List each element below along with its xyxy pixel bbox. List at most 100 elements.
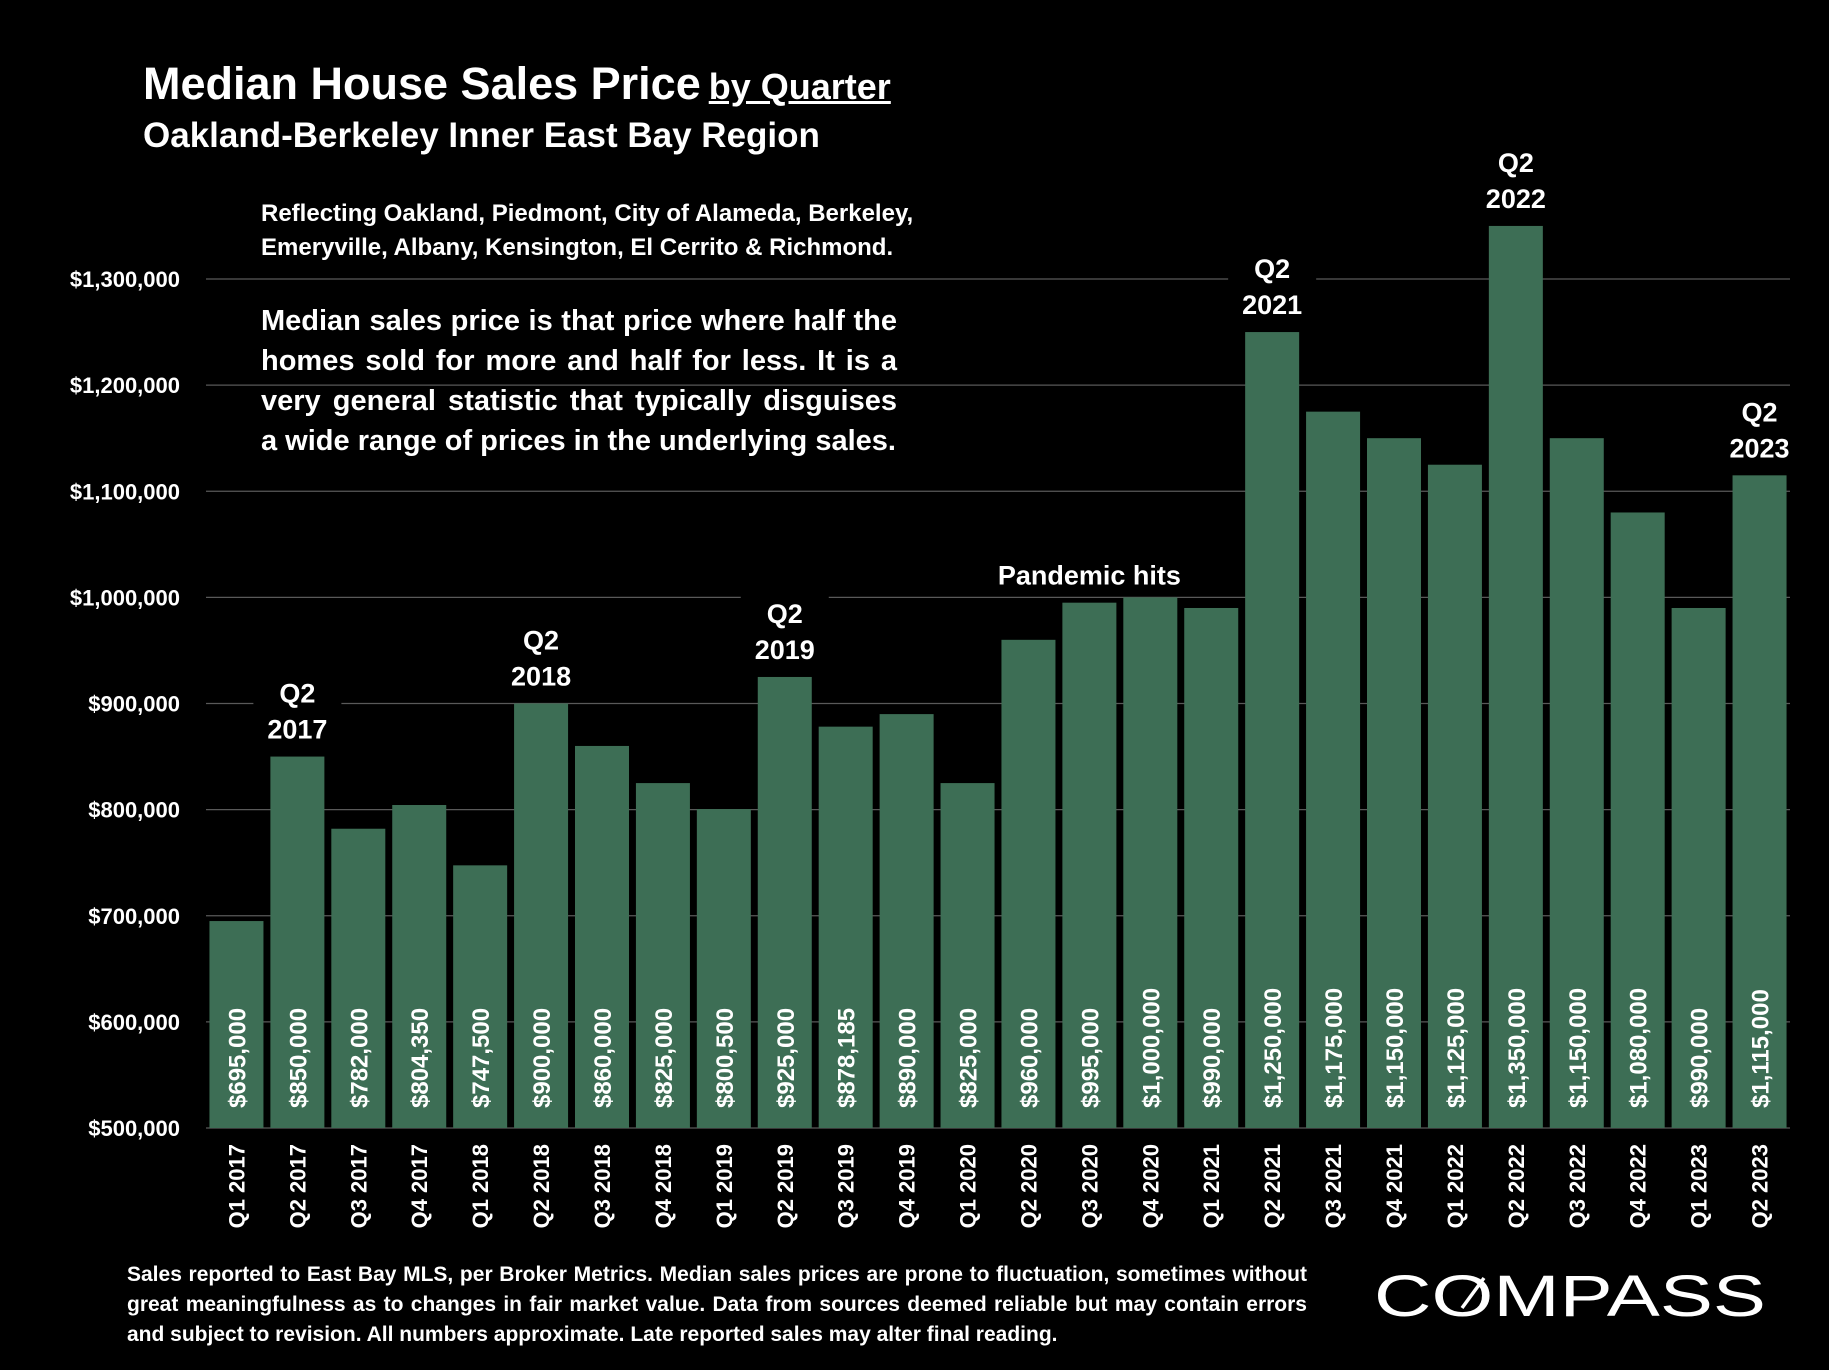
bar — [209, 921, 264, 1128]
bar-value-label: $1,115,000 — [1748, 989, 1775, 1108]
y-tick-label: $900,000 — [88, 692, 180, 717]
bar — [1062, 602, 1117, 1128]
bar-value-label: $995,000 — [1077, 1008, 1104, 1108]
x-tick-label: Q4 2021 — [1382, 1144, 1407, 1228]
chart-title-main: Median House Sales Price — [143, 58, 701, 109]
x-tick-label: Q2 2023 — [1748, 1144, 1773, 1228]
annotation-label: 2017 — [267, 715, 327, 745]
chart-title-suffix: by Quarter — [708, 66, 891, 107]
bar-value-label: $900,000 — [529, 1008, 556, 1108]
x-tick-label: Q1 2019 — [712, 1144, 737, 1228]
x-tick-label: Q2 2020 — [1016, 1144, 1041, 1228]
region-list-line-2: Emeryville, Albany, Kensington, El Cerri… — [261, 234, 894, 261]
bar — [1245, 332, 1300, 1128]
annotation-label: Q2 — [1254, 254, 1290, 284]
annotation-backing — [973, 554, 1206, 595]
bar-value-label: $1,350,000 — [1504, 988, 1531, 1108]
bar — [879, 714, 934, 1128]
annotation-label: 2021 — [1242, 290, 1302, 320]
x-tick-label: Q4 2017 — [407, 1144, 432, 1228]
bar-value-label: $825,000 — [651, 1008, 678, 1108]
x-tick-label: Q1 2023 — [1687, 1144, 1712, 1228]
bar-value-label: $825,000 — [956, 1008, 983, 1108]
x-tick-label: Q3 2017 — [346, 1144, 371, 1228]
x-tick-label: Q4 2022 — [1626, 1144, 1651, 1228]
y-tick-label: $500,000 — [88, 1116, 180, 1141]
x-tick-label: Q2 2021 — [1260, 1144, 1285, 1228]
x-tick-label: Q2 2018 — [529, 1144, 554, 1228]
x-tick-label: Q1 2020 — [956, 1144, 981, 1228]
bar-value-label: $804,350 — [407, 1008, 434, 1108]
bar-value-label: $925,000 — [773, 1008, 800, 1108]
bar — [392, 805, 447, 1128]
bar-value-label: $782,000 — [346, 1008, 373, 1108]
x-tick-label: Q2 2017 — [285, 1144, 310, 1228]
x-tick-label: Q4 2020 — [1138, 1144, 1163, 1228]
annotation-backing — [497, 619, 586, 696]
region-list-line-1: Reflecting Oakland, Piedmont, City of Al… — [261, 200, 914, 227]
bar — [1488, 225, 1543, 1128]
bar-value-label: $747,500 — [468, 1008, 495, 1108]
annotation-label: Q2 — [1498, 148, 1534, 178]
x-tick-label: Q3 2021 — [1321, 1144, 1346, 1228]
x-tick-label: Q1 2021 — [1199, 1144, 1224, 1228]
compass-logo: COMPASS — [1374, 1264, 1766, 1324]
chart-subtitle: Oakland-Berkeley Inner East Bay Region — [143, 116, 820, 155]
annotation-backing — [1715, 391, 1804, 468]
bar — [1123, 597, 1178, 1128]
annotation-backing — [1228, 248, 1317, 325]
bar — [818, 726, 873, 1128]
bar — [453, 865, 508, 1128]
bar — [1671, 607, 1726, 1128]
x-tick-label: Q1 2018 — [468, 1144, 493, 1228]
y-tick-label: $1,200,000 — [70, 373, 180, 398]
annotation-label: 2022 — [1486, 184, 1546, 214]
annotation-backing — [740, 592, 829, 669]
bar-value-label: $695,000 — [224, 1008, 251, 1108]
x-tick-label: Q1 2022 — [1443, 1144, 1468, 1228]
bar — [1001, 639, 1056, 1128]
bar-value-label: $860,000 — [590, 1008, 617, 1108]
bar-value-label: $878,185 — [834, 1008, 861, 1108]
bar — [1306, 411, 1361, 1128]
bar-value-label: $1,250,000 — [1260, 988, 1287, 1108]
bar-value-label: $1,125,000 — [1443, 988, 1470, 1108]
bar — [1427, 464, 1482, 1128]
x-tick-label: Q3 2019 — [834, 1144, 859, 1228]
bar-value-label: $960,000 — [1016, 1008, 1043, 1108]
x-tick-label: Q4 2019 — [895, 1144, 920, 1228]
annotation-backing — [1471, 141, 1560, 218]
bar — [1184, 607, 1239, 1128]
bar-value-label: $890,000 — [895, 1008, 922, 1108]
bar-value-label: $1,150,000 — [1382, 988, 1409, 1108]
bar — [514, 703, 569, 1128]
bar — [1367, 438, 1421, 1128]
compass-logo-slash — [1460, 1276, 1486, 1310]
annotation-label: Q2 — [279, 679, 315, 709]
bar-value-label: $990,000 — [1687, 1008, 1714, 1108]
x-tick-label: Q3 2020 — [1077, 1144, 1102, 1228]
y-tick-label: $800,000 — [88, 798, 180, 823]
y-tick-label: $1,000,000 — [70, 585, 180, 610]
annotation-label: Q2 — [523, 626, 559, 656]
annotation-label: 2018 — [511, 662, 571, 692]
median-explanation-note: Median sales price is that price where h… — [261, 305, 897, 457]
bar — [331, 828, 386, 1128]
annotation-label: Q2 — [767, 599, 803, 629]
annotation-label: 2023 — [1729, 433, 1789, 463]
annotation-label: Pandemic hits — [998, 561, 1181, 591]
region-list-note: Reflecting Oakland, Piedmont, City of Al… — [261, 197, 913, 265]
bar — [635, 783, 690, 1128]
y-tick-label: $1,100,000 — [70, 479, 180, 504]
bar-value-label: $1,000,000 — [1138, 988, 1165, 1108]
bar-value-label: $1,150,000 — [1565, 988, 1592, 1108]
bar-value-label: $1,175,000 — [1321, 988, 1348, 1108]
x-tick-label: Q3 2018 — [590, 1144, 615, 1228]
bar — [696, 809, 751, 1128]
bar — [940, 783, 995, 1128]
chart-title: Median House Sales Price by Quarter — [143, 58, 891, 110]
bar-value-label: $990,000 — [1199, 1008, 1226, 1108]
source-footnote: Sales reported to East Bay MLS, per Brok… — [127, 1263, 1307, 1346]
bar-value-label: $800,500 — [712, 1008, 739, 1108]
